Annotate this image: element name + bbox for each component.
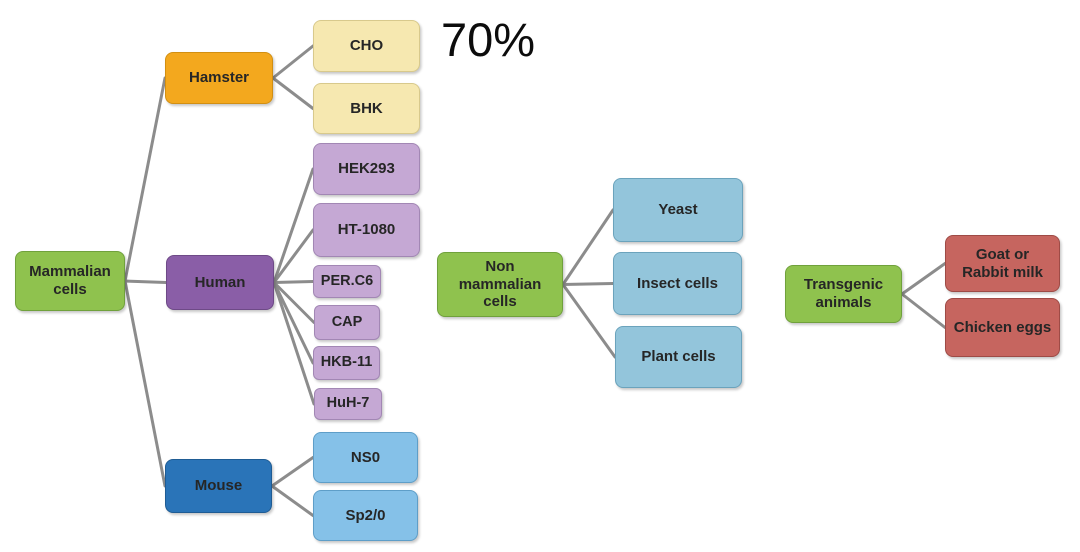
connector-human-huh-7 — [272, 281, 316, 406]
connector-non-mammalian-insect-cells — [561, 282, 615, 286]
node-hek293: HEK293 — [313, 143, 420, 195]
connector-transgenic-chicken-eggs — [900, 292, 947, 329]
node-cap: CAP — [314, 305, 380, 340]
node-per-c6: PER.C6 — [313, 265, 381, 298]
connector-hamster-bhk — [271, 76, 315, 110]
node-cho: CHO — [313, 20, 420, 72]
connector-mammalian-cells-human — [123, 279, 168, 284]
connector-non-mammalian-yeast — [561, 208, 615, 286]
connector-human-cap — [272, 281, 316, 324]
percentage-annotation: 70% — [441, 13, 536, 66]
connector-mammalian-cells-mouse — [123, 279, 167, 488]
connector-mouse-sp2-0 — [270, 484, 315, 517]
node-hkb-11: HKB-11 — [313, 346, 380, 380]
connector-mammalian-cells-hamster — [123, 76, 167, 283]
node-goat-milk: Goat or Rabbit milk — [945, 235, 1060, 292]
node-non-mammalian: Non mammalian cells — [437, 252, 563, 317]
node-mammalian-cells: Mammalian cells — [15, 251, 125, 311]
node-chicken-eggs: Chicken eggs — [945, 298, 1060, 357]
node-hamster: Hamster — [165, 52, 273, 104]
node-mouse: Mouse — [165, 459, 272, 513]
connector-hamster-cho — [271, 44, 315, 80]
node-insect-cells: Insect cells — [613, 252, 742, 315]
node-plant-cells: Plant cells — [615, 326, 742, 388]
node-ns0: NS0 — [313, 432, 418, 483]
connector-mouse-ns0 — [270, 456, 315, 488]
connector-human-ht-1080 — [272, 228, 315, 284]
node-human: Human — [166, 255, 274, 310]
connector-transgenic-goat-milk — [900, 262, 947, 296]
node-sp2-0: Sp2/0 — [313, 490, 418, 541]
connector-human-hek293 — [272, 167, 315, 284]
connector-human-per-c6 — [272, 280, 315, 284]
connector-non-mammalian-plant-cells — [561, 283, 617, 359]
connector-human-hkb-11 — [272, 281, 315, 365]
node-huh-7: HuH-7 — [314, 388, 382, 420]
node-bhk: BHK — [313, 83, 420, 134]
node-ht-1080: HT-1080 — [313, 203, 420, 257]
node-transgenic: Transgenic animals — [785, 265, 902, 323]
node-yeast: Yeast — [613, 178, 743, 242]
